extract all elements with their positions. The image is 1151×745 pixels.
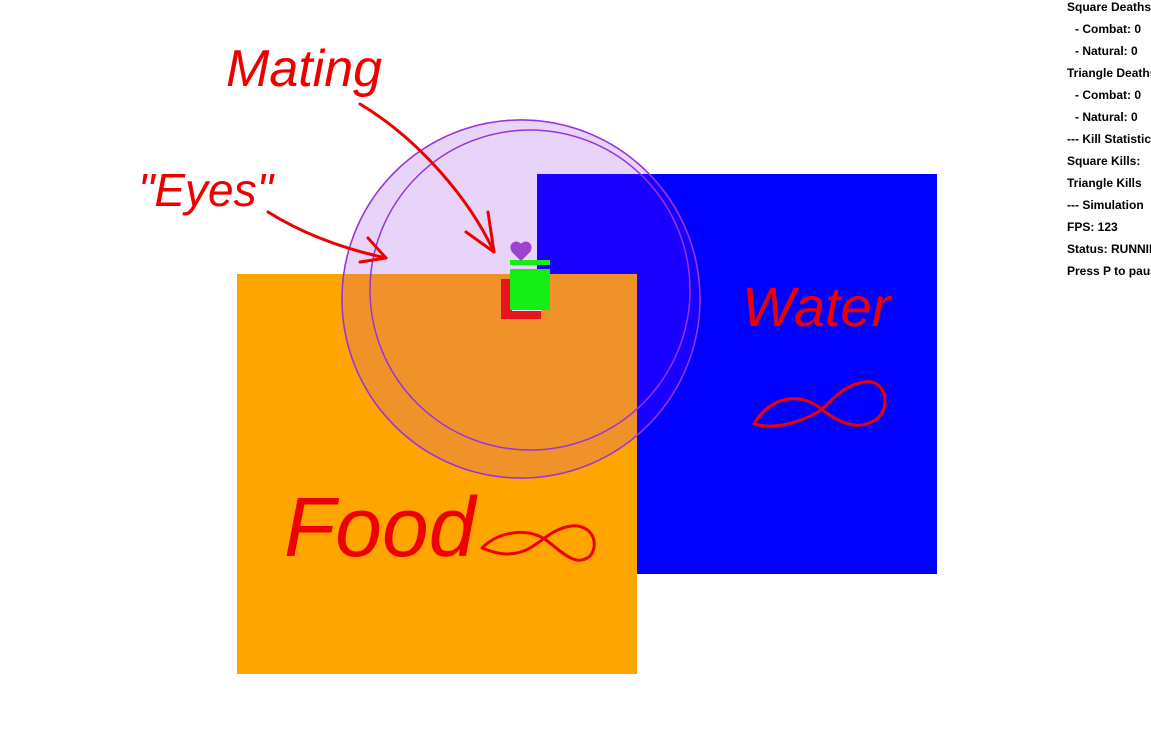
mating-arrow [358,102,496,254]
triangle-combat-deaths: - Combat: 0 [1075,88,1141,102]
triangle-natural-deaths: - Natural: 0 [1075,110,1138,124]
kill-stats-header: --- Kill Statistics [1067,132,1151,146]
square-deaths-label: Square Deaths [1067,0,1151,14]
simulation-header: --- Simulation [1067,198,1144,212]
square-kills: Square Kills: [1067,154,1141,168]
square-natural-deaths: - Natural: 0 [1075,44,1138,58]
eyes-arrow-head [358,236,388,264]
mating-annotation: Mating [226,40,382,98]
status-readout: Status: RUNNING [1067,242,1151,256]
eyes-arrow [266,210,388,260]
mating-arrow-head [464,210,496,254]
square-combat-deaths: - Combat: 0 [1075,22,1141,36]
stats-panel: Square Deaths - Combat: 0 - Natural: 0 T… [1067,0,1151,282]
fps-readout: FPS: 123 [1067,220,1118,234]
green-agent[interactable] [510,269,550,310]
eyes-annotation: "Eyes" [138,164,276,216]
triangle-deaths-label: Triangle Deaths [1067,66,1151,80]
triangle-kills: Triangle Kills [1067,176,1142,190]
agent-health-bar [510,260,550,265]
food-zone [237,274,637,674]
heart-icon [510,241,532,261]
pause-hint: Press P to pause [1067,264,1151,278]
